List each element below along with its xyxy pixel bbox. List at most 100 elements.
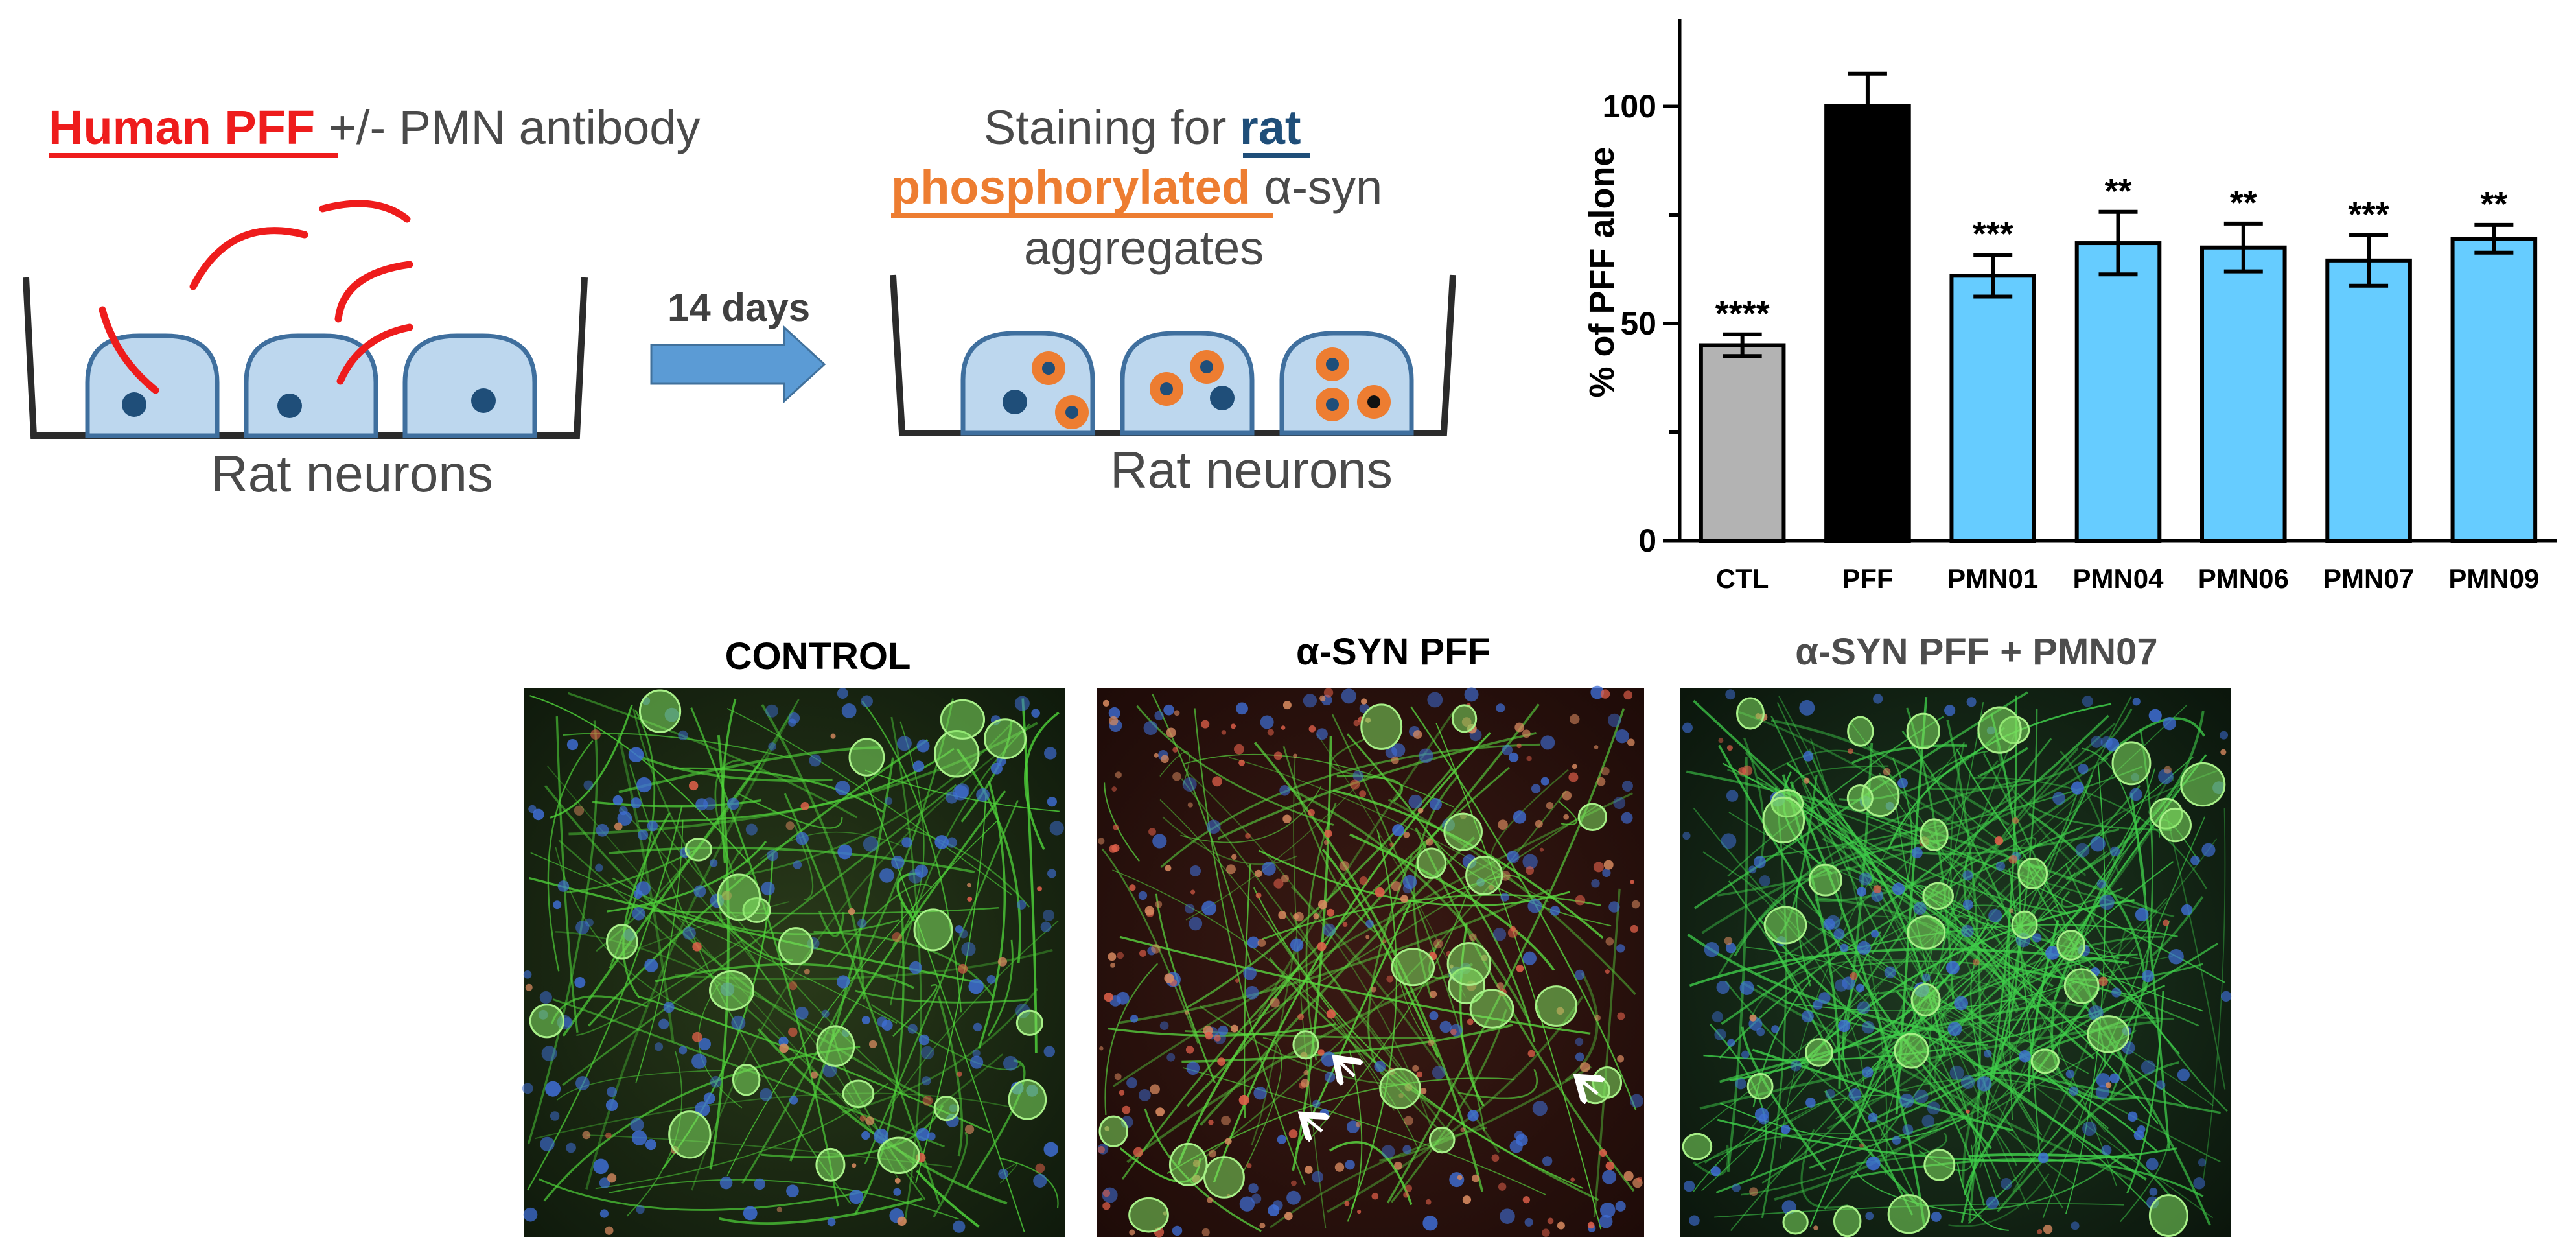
neurite (1743, 797, 2076, 1137)
dapi-nucleus (973, 1022, 982, 1032)
dapi-nucleus (861, 1016, 870, 1025)
dapi-nucleus (1842, 976, 1855, 990)
aggregate-puncta (1225, 864, 1236, 875)
neurite (1861, 953, 2138, 1058)
aggregate-puncta (607, 1173, 617, 1183)
neuron-soma (2011, 910, 2038, 939)
dapi-nucleus (835, 781, 850, 795)
neuron-soma (1762, 796, 1805, 844)
aggregate-puncta (800, 802, 809, 811)
dapi-nucleus (1748, 865, 1757, 874)
aggregate-puncta (2220, 749, 2227, 755)
aggregate-puncta (1498, 819, 1508, 830)
aggregate-puncta (1231, 1024, 1238, 1033)
neurite (1186, 768, 1453, 1009)
neurite (1835, 1078, 2091, 1120)
dapi-nucleus (1599, 1214, 1613, 1228)
y-axis-label: % of PFF alone (1583, 147, 1621, 397)
neurite (607, 840, 767, 913)
x-tick-label: PMN07 (2323, 563, 2414, 594)
aggregate-puncta (830, 733, 836, 739)
aggregate-puncta (1516, 743, 1522, 749)
dapi-nucleus (599, 1177, 610, 1189)
aggregate-puncta (1035, 1163, 1045, 1173)
aggregate-puncta (1323, 688, 1334, 698)
aggregate-puncta (1546, 801, 1554, 810)
neuron-soma (877, 1136, 920, 1175)
dapi-nucleus (901, 837, 912, 848)
dapi-nucleus (1892, 882, 1905, 895)
dapi-nucleus (617, 811, 632, 826)
aggregate-puncta (1231, 723, 1236, 729)
aggregate-puncta (965, 1125, 975, 1134)
dapi-nucleus (1419, 748, 1433, 764)
neuron-soma (1923, 1149, 1956, 1181)
dapi-nucleus (1514, 1131, 1524, 1141)
dapi-nucleus (1286, 1190, 1301, 1205)
dapi-nucleus (1341, 688, 1356, 704)
dapi-nucleus (2019, 1050, 2031, 1063)
aggregate-puncta (1303, 1070, 1309, 1075)
neurite (1390, 1009, 1507, 1203)
aggregate-puncta (1326, 1009, 1336, 1019)
neurite (1956, 1163, 2009, 1231)
neurite (1948, 1173, 2050, 1227)
neuron-soma (1535, 985, 1578, 1027)
aggregate-puncta (1572, 764, 1577, 769)
dapi-nucleus (1154, 711, 1164, 721)
dapi-nucleus (1931, 1211, 1942, 1222)
dapi-nucleus (2091, 736, 2103, 748)
dapi-nucleus (1735, 1078, 1746, 1090)
dapi-nucleus (1138, 891, 1148, 900)
aggregate-puncta (1110, 963, 1115, 968)
dapi-nucleus (2132, 698, 2141, 706)
neurite (1810, 738, 1888, 1175)
aggregate-puncta (1570, 1177, 1575, 1182)
dapi-nucleus (1277, 1134, 1286, 1144)
neurite (1813, 796, 1874, 886)
aggregate-puncta (967, 896, 973, 902)
neurite (557, 1070, 722, 1101)
dapi-nucleus (793, 860, 802, 869)
dapi-nucleus (1682, 722, 1693, 733)
neuron-soma (1098, 1115, 1128, 1147)
dapi-nucleus (523, 970, 532, 979)
aggregate-puncta (1339, 860, 1349, 871)
neurite (1824, 1090, 1920, 1207)
aggregate-puncta (1526, 755, 1532, 762)
neurite (1267, 921, 1442, 1133)
neurite (1846, 866, 2020, 1010)
dapi-nucleus (593, 1158, 609, 1175)
dapi-nucleus (837, 844, 853, 860)
dapi-nucleus (1616, 944, 1625, 953)
y-tick-label: 100 (1603, 88, 1656, 124)
aggregate-puncta (1594, 745, 1599, 749)
dapi-nucleus (821, 1009, 830, 1018)
dapi-nucleus (1496, 703, 1505, 713)
x-axis: CTL PFF PMN01 PMN04 PMN06 PMN07 PMN09 (1678, 539, 2557, 594)
neurite (987, 939, 1014, 1037)
neurite (854, 902, 905, 1215)
dapi-nucleus (907, 1024, 918, 1034)
dapi-nucleus (1524, 1217, 1533, 1227)
neurite (2152, 896, 2204, 957)
neurite (1778, 696, 2030, 1210)
dapi-nucleus (563, 1017, 573, 1028)
neurite (1242, 1037, 1282, 1174)
aggregate-puncta (1994, 836, 2004, 845)
neurite (1379, 1066, 1592, 1162)
dapi-nucleus (1966, 697, 1977, 707)
dapi-nucleus (1865, 1212, 1874, 1221)
neurite (609, 1179, 959, 1220)
dapi-nucleus (607, 1087, 618, 1098)
aggregate-puncta (1726, 745, 1733, 751)
dapi-nucleus (1977, 1076, 1992, 1092)
dapi-nucleus (761, 881, 775, 896)
dapi-nucleus (927, 1132, 936, 1141)
dapi-nucleus (645, 1139, 656, 1151)
dapi-nucleus (1962, 870, 1973, 881)
dapi-nucleus (914, 864, 929, 878)
neuron-soma (1736, 697, 1765, 730)
dapi-nucleus (874, 1128, 889, 1144)
neuron-soma (684, 837, 713, 862)
